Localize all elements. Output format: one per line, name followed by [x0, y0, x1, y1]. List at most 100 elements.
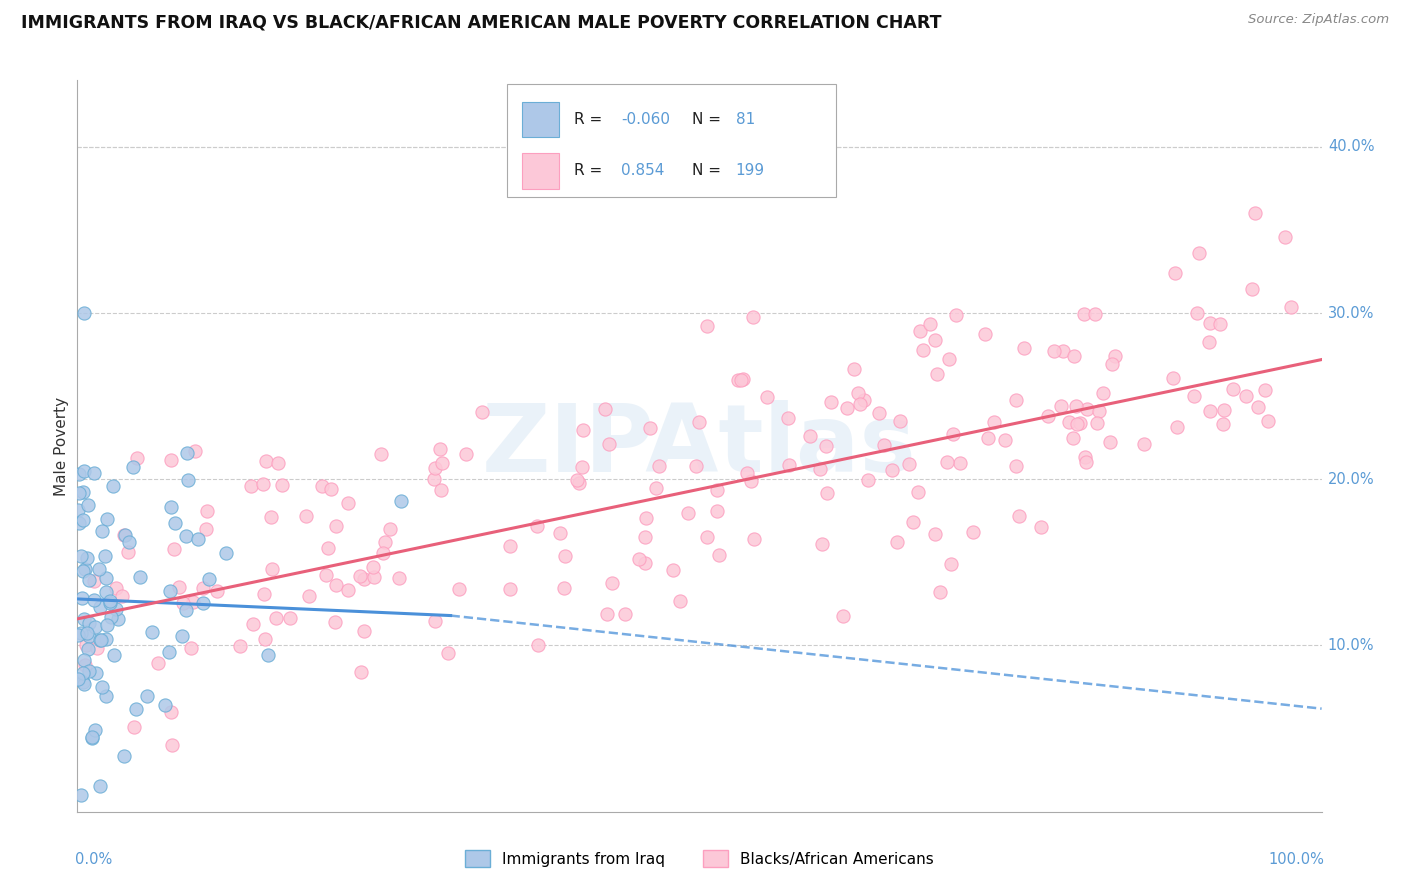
- Point: [756, 391, 779, 405]
- Point: [198, 573, 221, 587]
- Point: [778, 411, 800, 425]
- Text: 40.0%: 40.0%: [1327, 139, 1374, 154]
- Y-axis label: Male Poverty: Male Poverty: [53, 396, 69, 496]
- Point: [266, 611, 288, 625]
- Point: [924, 526, 946, 541]
- Point: [75, 638, 97, 652]
- Point: [1274, 230, 1296, 244]
- Point: [924, 333, 946, 347]
- Point: [1012, 341, 1035, 355]
- Point: [1161, 371, 1184, 385]
- Point: [159, 584, 181, 599]
- Point: [696, 318, 718, 333]
- Point: [163, 516, 186, 530]
- Point: [75, 658, 97, 673]
- Point: [104, 581, 127, 595]
- Point: [1085, 416, 1108, 430]
- Point: [205, 583, 228, 598]
- Point: [471, 405, 494, 419]
- Point: [696, 530, 718, 544]
- Point: [67, 486, 90, 500]
- Point: [90, 632, 112, 647]
- Point: [160, 738, 183, 752]
- Point: [89, 599, 111, 614]
- Point: [856, 473, 879, 487]
- Point: [157, 645, 180, 659]
- Point: [423, 461, 446, 475]
- Point: [1074, 450, 1097, 464]
- Point: [69, 625, 91, 640]
- Point: [353, 572, 375, 586]
- Point: [945, 309, 967, 323]
- Point: [602, 576, 624, 591]
- Point: [187, 532, 209, 546]
- Point: [567, 473, 589, 487]
- Point: [1234, 389, 1257, 403]
- Point: [160, 705, 183, 719]
- Point: [907, 485, 929, 500]
- Point: [96, 571, 118, 585]
- Legend: Immigrants from Iraq, Blacks/African Americans: Immigrants from Iraq, Blacks/African Ame…: [460, 844, 939, 873]
- Point: [901, 515, 924, 529]
- Point: [1101, 357, 1123, 371]
- Point: [886, 535, 908, 549]
- Point: [1104, 349, 1126, 363]
- Point: [661, 563, 683, 577]
- Point: [337, 583, 360, 598]
- Point: [553, 581, 575, 595]
- Point: [669, 594, 692, 608]
- Point: [977, 431, 1000, 445]
- Point: [526, 519, 548, 533]
- Point: [83, 574, 105, 588]
- Point: [983, 416, 1005, 430]
- Point: [177, 473, 200, 487]
- Point: [634, 511, 657, 525]
- Point: [872, 438, 894, 452]
- Point: [128, 570, 150, 584]
- Text: R =: R =: [574, 163, 607, 178]
- Point: [117, 545, 139, 559]
- Point: [1005, 459, 1028, 474]
- Point: [1063, 349, 1085, 363]
- Point: [315, 568, 337, 582]
- Point: [72, 676, 94, 690]
- Text: 0.854: 0.854: [621, 163, 665, 178]
- Point: [868, 406, 890, 420]
- Point: [111, 589, 134, 603]
- Point: [598, 437, 620, 451]
- Point: [325, 519, 347, 533]
- Point: [174, 603, 197, 617]
- Point: [1198, 335, 1220, 350]
- Point: [1166, 420, 1188, 434]
- Point: [852, 393, 875, 408]
- Point: [77, 616, 100, 631]
- Point: [949, 457, 972, 471]
- Point: [122, 460, 145, 475]
- Point: [72, 512, 94, 526]
- Point: [262, 561, 284, 575]
- Point: [278, 611, 301, 625]
- Text: N =: N =: [692, 163, 725, 178]
- Point: [84, 665, 107, 680]
- Point: [422, 472, 444, 486]
- Point: [1254, 383, 1277, 397]
- Point: [84, 620, 107, 634]
- Point: [647, 459, 669, 474]
- Point: [1057, 416, 1080, 430]
- Point: [193, 581, 215, 595]
- Point: [645, 481, 668, 495]
- Point: [72, 674, 94, 689]
- Point: [76, 551, 98, 566]
- Text: 20.0%: 20.0%: [1327, 472, 1375, 487]
- Point: [374, 534, 396, 549]
- Text: 81: 81: [735, 112, 755, 128]
- Point: [447, 582, 470, 597]
- Point: [104, 602, 127, 616]
- Point: [256, 648, 278, 663]
- Point: [91, 681, 114, 695]
- Point: [1050, 399, 1073, 413]
- Point: [614, 607, 637, 621]
- Point: [1084, 307, 1107, 321]
- Point: [811, 537, 834, 551]
- Point: [125, 450, 148, 465]
